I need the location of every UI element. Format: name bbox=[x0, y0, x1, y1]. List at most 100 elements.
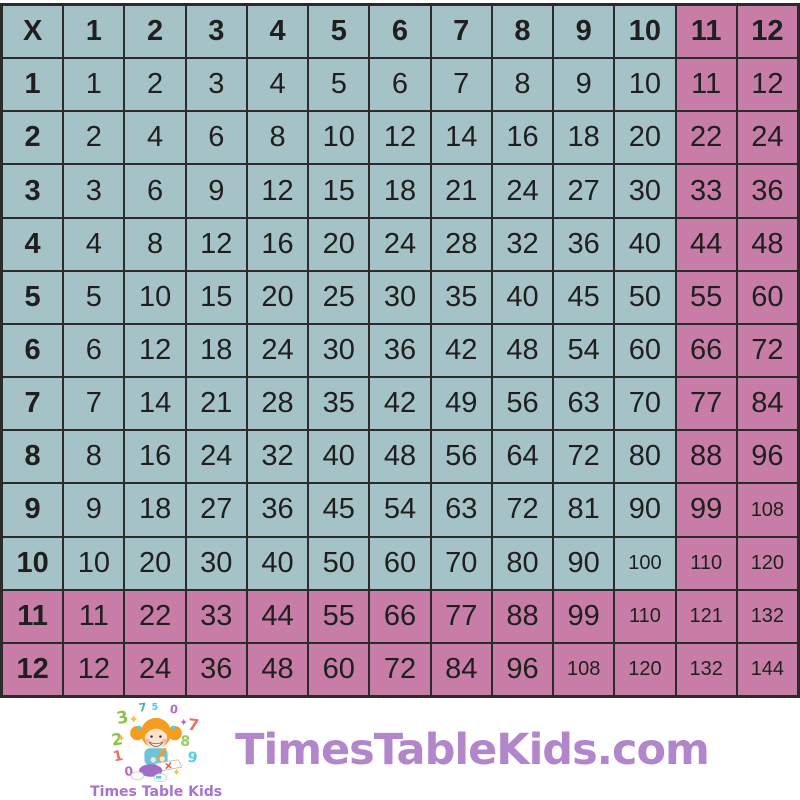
product-cell: 11 bbox=[676, 59, 736, 111]
sparkle-icon bbox=[130, 714, 138, 723]
product-cell: 66 bbox=[370, 590, 430, 642]
product-cell: 5 bbox=[64, 271, 124, 323]
multiplication-grid: X 1 2 3 4 5 6 7 8 9 10 11 12 1 1 2 3 4 5 6 7 8 9 10 11 12 2 2 4 6 8 10 1… bbox=[0, 3, 800, 698]
site-name: TimesTableKids.com bbox=[235, 725, 710, 775]
product-cell: 2 bbox=[125, 59, 185, 111]
product-cell: 5 bbox=[309, 59, 369, 111]
product-cell: 30 bbox=[309, 324, 369, 377]
product-cell: 4 bbox=[64, 218, 124, 270]
product-cell: 72 bbox=[492, 484, 553, 536]
product-cell: 50 bbox=[615, 271, 675, 323]
product-cell: 99 bbox=[676, 484, 736, 536]
product-cell: 8 bbox=[125, 218, 185, 270]
product-cell: 4 bbox=[247, 59, 308, 111]
product-cell: 16 bbox=[492, 112, 553, 164]
header-cell: 10 bbox=[3, 537, 63, 589]
product-cell: 18 bbox=[370, 165, 430, 217]
product-cell: 108 bbox=[737, 484, 797, 536]
header-cell: 7 bbox=[431, 6, 491, 58]
product-cell: 44 bbox=[247, 590, 308, 642]
product-cell: 60 bbox=[615, 324, 675, 377]
header-cell: 4 bbox=[3, 218, 63, 270]
product-cell: 35 bbox=[309, 378, 369, 430]
product-cell: 48 bbox=[370, 431, 430, 483]
product-cell: 120 bbox=[615, 643, 675, 695]
product-cell: 16 bbox=[247, 218, 308, 270]
product-cell: 49 bbox=[431, 378, 491, 430]
sparkle-icon bbox=[173, 768, 180, 775]
product-cell: 8 bbox=[247, 112, 308, 164]
product-cell: 40 bbox=[247, 537, 308, 589]
logo-number: 9 bbox=[187, 749, 199, 766]
header-cell: 2 bbox=[3, 112, 63, 164]
header-cell: 6 bbox=[370, 6, 430, 58]
product-cell: 70 bbox=[431, 537, 491, 589]
product-cell: 54 bbox=[554, 324, 614, 377]
product-cell: 80 bbox=[615, 431, 675, 483]
logo-number: 0 bbox=[124, 763, 134, 779]
product-cell: 12 bbox=[125, 324, 185, 377]
product-cell: 14 bbox=[125, 378, 185, 430]
product-cell: 48 bbox=[737, 218, 797, 270]
product-cell: 121 bbox=[676, 590, 736, 642]
product-cell: 36 bbox=[186, 643, 246, 695]
product-cell: 36 bbox=[370, 324, 430, 377]
product-cell: 120 bbox=[737, 537, 797, 589]
multiplication-table: X 1 2 3 4 5 6 7 8 9 10 11 12 1 1 2 3 4 5 6 7 8 9 10 11 12 2 2 4 6 8 10 1… bbox=[0, 3, 800, 698]
product-cell: 8 bbox=[64, 431, 124, 483]
product-cell: 10 bbox=[125, 271, 185, 323]
product-cell: 9 bbox=[186, 165, 246, 217]
product-cell: 77 bbox=[431, 590, 491, 642]
header-cell: 3 bbox=[3, 165, 63, 217]
product-cell: 9 bbox=[554, 59, 614, 111]
product-cell: 12 bbox=[247, 165, 308, 217]
product-cell: 60 bbox=[309, 643, 369, 695]
product-cell: 15 bbox=[186, 271, 246, 323]
product-cell: 77 bbox=[676, 378, 736, 430]
product-cell: 36 bbox=[247, 484, 308, 536]
product-cell: 40 bbox=[492, 271, 553, 323]
header-cell: 11 bbox=[3, 590, 63, 642]
product-cell: 81 bbox=[554, 484, 614, 536]
logo-number: 7 bbox=[138, 701, 147, 715]
product-cell: 28 bbox=[247, 378, 308, 430]
product-cell: 108 bbox=[554, 643, 614, 695]
product-cell: 132 bbox=[737, 590, 797, 642]
header-cell: 12 bbox=[737, 6, 797, 58]
product-cell: 22 bbox=[676, 112, 736, 164]
product-cell: 54 bbox=[370, 484, 430, 536]
product-cell: 110 bbox=[615, 590, 675, 642]
product-cell: 32 bbox=[492, 218, 553, 270]
product-cell: 12 bbox=[370, 112, 430, 164]
product-cell: 22 bbox=[125, 590, 185, 642]
cartoon-girl bbox=[130, 717, 183, 782]
product-cell: 16 bbox=[125, 431, 185, 483]
product-cell: 35 bbox=[431, 271, 491, 323]
product-cell: 132 bbox=[676, 643, 736, 695]
product-cell: 27 bbox=[554, 165, 614, 217]
product-cell: 21 bbox=[186, 378, 246, 430]
product-cell: 6 bbox=[186, 112, 246, 164]
header-cell: 1 bbox=[64, 6, 124, 58]
header-cell: 5 bbox=[3, 271, 63, 323]
product-cell: 20 bbox=[615, 112, 675, 164]
product-cell: 27 bbox=[186, 484, 246, 536]
product-cell: 40 bbox=[309, 431, 369, 483]
product-cell: 96 bbox=[492, 643, 553, 695]
product-cell: 50 bbox=[309, 537, 369, 589]
logo-number: 5 bbox=[152, 701, 159, 712]
sparkle-icon bbox=[180, 718, 187, 725]
product-cell: 84 bbox=[737, 378, 797, 430]
product-cell: 7 bbox=[64, 378, 124, 430]
header-cell: 8 bbox=[492, 6, 553, 58]
logo-number: 1 bbox=[112, 747, 125, 765]
logo-number: 8 bbox=[180, 733, 191, 750]
product-cell: 2 bbox=[64, 112, 124, 164]
product-cell: 72 bbox=[737, 324, 797, 377]
product-cell: 3 bbox=[64, 165, 124, 217]
product-cell: 63 bbox=[431, 484, 491, 536]
product-cell: 12 bbox=[64, 643, 124, 695]
